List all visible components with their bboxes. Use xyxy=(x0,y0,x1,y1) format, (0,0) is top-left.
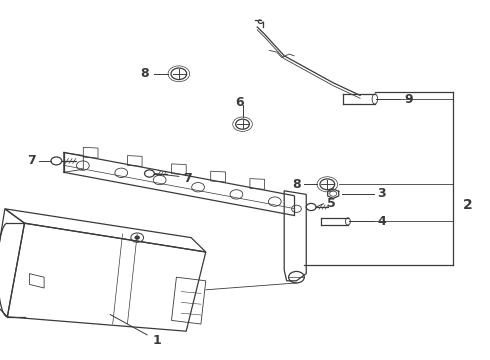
Text: 2: 2 xyxy=(463,198,473,212)
Text: 8: 8 xyxy=(293,178,301,191)
Text: 1: 1 xyxy=(110,315,161,347)
Text: 4: 4 xyxy=(377,215,386,228)
Text: 5: 5 xyxy=(327,197,336,210)
Text: 3: 3 xyxy=(377,187,386,200)
Text: 9: 9 xyxy=(404,93,413,105)
Text: 6: 6 xyxy=(235,96,244,109)
Circle shape xyxy=(135,236,139,239)
Text: 7: 7 xyxy=(183,172,192,185)
Text: 8: 8 xyxy=(140,67,149,80)
Text: 7: 7 xyxy=(27,154,36,167)
